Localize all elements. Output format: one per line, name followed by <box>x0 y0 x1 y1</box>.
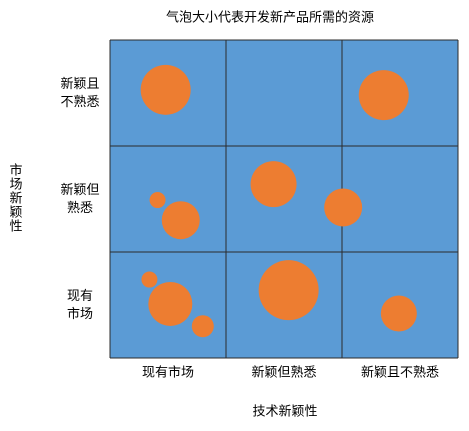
bubble <box>148 281 193 326</box>
bubble <box>380 295 417 332</box>
x-category-label: 新颖且不熟悉 <box>361 365 439 381</box>
bubble <box>250 161 297 208</box>
y-category-label: 新颖但熟悉 <box>60 182 99 216</box>
y-category-label: 现有市场 <box>67 289 93 322</box>
bubble <box>141 271 158 288</box>
bubble <box>258 260 319 321</box>
bubble <box>140 64 191 115</box>
bubble <box>191 315 214 338</box>
bubble <box>324 188 363 227</box>
bubble <box>161 201 200 240</box>
y-axis-label: 市场新颖性 <box>7 162 23 233</box>
y-category-label: 新颖且不熟悉 <box>60 76 99 110</box>
bubble <box>149 192 166 209</box>
x-category-label: 现有市场 <box>142 365 194 381</box>
bubble <box>358 70 409 121</box>
x-axis-label: 技术新颖性 <box>252 404 317 420</box>
chart-title: 气泡大小代表开发新产品所需的资源 <box>166 10 374 26</box>
x-category-label: 新颖但熟悉 <box>251 365 316 381</box>
